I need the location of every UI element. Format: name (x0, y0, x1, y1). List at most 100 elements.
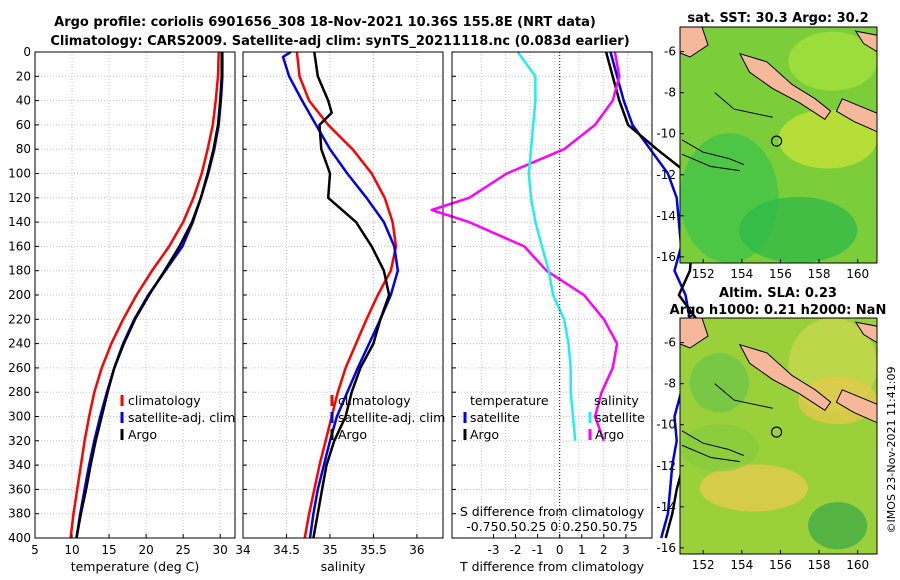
y-tick-label: 320 (8, 434, 31, 448)
legend-satellite: satellite-adj. clim (128, 410, 235, 425)
y-tick-label: 80 (16, 142, 31, 156)
x-tick-label: 0 (556, 543, 564, 557)
map-y-tick-label: -6 (664, 45, 676, 59)
argo-position-marker (770, 426, 783, 438)
map-y-tick-label: -12 (656, 459, 676, 473)
legend-diff-salinity-satellite: satellite (595, 410, 645, 425)
legend-climatology-2: climatology (338, 393, 411, 408)
y-tick-label: 240 (8, 337, 31, 351)
legend-climatology: climatology (128, 393, 201, 408)
map-y-tick-label: -14 (656, 209, 676, 223)
x-tick-label: -2 (510, 543, 522, 557)
map-patch (778, 109, 877, 169)
map-x-tick-label: 154 (730, 267, 753, 281)
x-tick-label: 34.5 (273, 543, 300, 557)
map-patch (680, 424, 759, 472)
series-argo (312, 51, 391, 539)
x-tick-label: 3 (622, 543, 630, 557)
map-y-tick-label: -6 (664, 336, 676, 350)
y-tick-label: 280 (8, 385, 31, 399)
x-tick-label: 10 (64, 543, 79, 557)
x-tick-label: 20 (138, 543, 153, 557)
series-salinity-satellite (516, 51, 577, 441)
difference-legend: temperature satellite Argo salinity sate… (463, 393, 645, 442)
land-mass (835, 98, 878, 133)
legend-diff-argo: Argo (470, 427, 499, 442)
map-x-tick-label: 158 (808, 267, 831, 281)
series-climatology (69, 51, 220, 539)
map-frame (679, 317, 878, 555)
x-tick-label: 30 (213, 543, 228, 557)
map-y-tick-label: -12 (656, 168, 676, 182)
y-tick-label: 120 (8, 191, 31, 205)
temperature-legend: climatology satellite-adj. clim Argo (120, 393, 235, 442)
map-patch (689, 353, 749, 413)
x-axis-label: T difference from climatology (459, 559, 645, 574)
salinity-panel: 34 34.5 35 35.5 36 salinity (235, 50, 444, 574)
y-tick-label: 20 (16, 69, 31, 83)
x-tick-label: 25 (176, 543, 191, 557)
sla-map-title-2: Argo h1000: 0.21 h2000: NaN (670, 303, 887, 318)
x-tick-label: 2 (600, 543, 608, 557)
y-tick-label: 140 (8, 215, 31, 229)
map-x-tick-label: 156 (769, 267, 792, 281)
y-tick-label: 60 (16, 118, 31, 132)
sst-map: 152 154 156 158 160 -6 -8 -10 -12 -14 -16 (656, 26, 878, 281)
x-tick-label: 35 (322, 543, 337, 557)
y-tick-label: 400 (8, 531, 31, 545)
map-x-tick-label: 152 (692, 267, 715, 281)
x-tick-label: 34 (235, 543, 250, 557)
legend-diff-temperature: temperature (470, 393, 549, 408)
y-tick-label: 0 (23, 45, 31, 59)
reef-contour (681, 444, 740, 463)
series-satellite-adj-clim (281, 50, 400, 539)
imos-timestamp: ©IMOS 23-Nov-2021 11:41:09 (885, 367, 898, 534)
reef-contour (681, 139, 744, 165)
title-line-1: Argo profile: coriolis 6901656_308 18-No… (54, 15, 596, 30)
map-y-tick-label: -10 (656, 418, 676, 432)
land-mass (738, 343, 832, 412)
land-mass (738, 52, 832, 121)
x-tick-labels-top: -0.750.50.25 0 0.250.50.75 (466, 519, 638, 534)
map-patch (788, 31, 877, 91)
y-tick-label: 40 (16, 94, 31, 108)
series-temperature-diff (430, 51, 621, 442)
map-y-tick-label: -16 (656, 541, 676, 555)
series-climatology (295, 51, 398, 539)
map-x-tick-label: 160 (846, 558, 869, 572)
sla-map: 152 154 156 158 160 -6 -8 -10 -12 -14 -16 (656, 317, 878, 572)
reef-contour (714, 92, 773, 118)
series-argo (75, 52, 223, 539)
y-tick-label: 220 (8, 312, 31, 326)
map-patch (808, 502, 868, 550)
map-patch (739, 196, 858, 263)
y-tick-label: 360 (8, 482, 31, 496)
legend-diff-salinity: salinity (594, 393, 639, 408)
y-tick-label: 180 (8, 264, 31, 278)
land-mass (835, 389, 878, 424)
map-y-tick-label: -14 (656, 500, 676, 514)
x-tick-label: 35.5 (360, 543, 387, 557)
y-tick-label: 380 (8, 507, 31, 521)
y-tick-label: 100 (8, 167, 31, 181)
map-y-tick-label: -8 (664, 86, 676, 100)
legend-argo-2: Argo (338, 427, 367, 442)
reef-contour (681, 430, 744, 456)
x-tick-label: -1 (532, 543, 544, 557)
argo-position-marker (770, 135, 783, 147)
x-tick-label: -3 (488, 543, 500, 557)
map-frame (679, 26, 878, 264)
map-x-tick-label: 160 (846, 267, 869, 281)
x-axis-label: temperature (deg C) (71, 559, 200, 574)
map-x-tick-label: 158 (808, 558, 831, 572)
x-axis-label-top: S difference from climatology (460, 504, 645, 519)
title-line-2: Climatology: CARS2009. Satellite-adj cli… (50, 34, 629, 49)
reef-contour (714, 383, 773, 409)
legend-diff-satellite: satellite (470, 410, 520, 425)
y-tick-label: 200 (8, 288, 31, 302)
map-patch (699, 464, 809, 512)
salinity-legend: climatology satellite-adj. clim Argo (330, 393, 445, 442)
y-tick-label: 340 (8, 458, 31, 472)
x-tick-label: 5 (31, 543, 39, 557)
